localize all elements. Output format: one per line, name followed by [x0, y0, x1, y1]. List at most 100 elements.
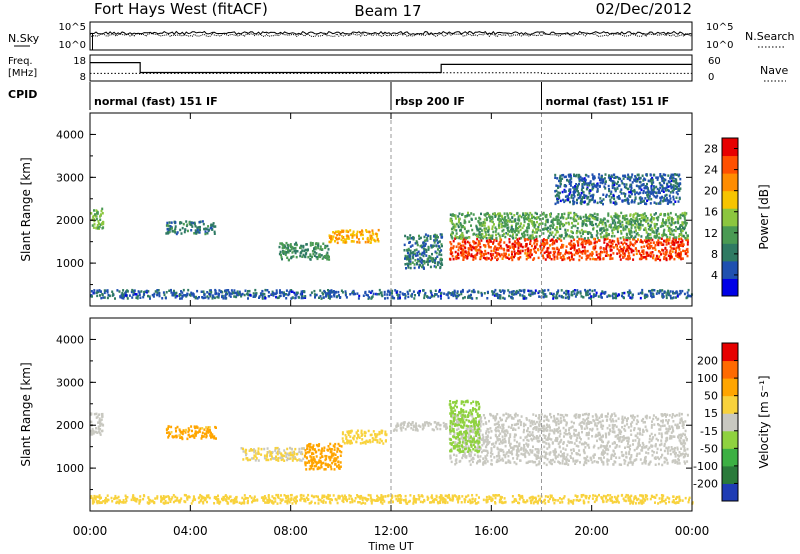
echo-cell	[647, 223, 650, 227]
echo-cell	[629, 243, 632, 247]
echo-cell	[669, 256, 672, 260]
echo-cell	[560, 222, 563, 226]
echo-cell	[515, 242, 518, 245]
echo-cell	[245, 453, 247, 457]
echo-cell	[261, 293, 264, 296]
echo-cell	[640, 188, 643, 191]
echo-cell	[344, 290, 347, 293]
echo-cell	[528, 431, 531, 434]
echo-cell	[463, 296, 466, 299]
echo-cell	[328, 236, 331, 239]
echo-cell	[406, 425, 409, 428]
echo-cell	[374, 239, 377, 243]
echo-cell	[527, 289, 530, 292]
echo-cell	[199, 225, 201, 229]
echo-cell	[404, 234, 407, 238]
echo-cell	[378, 292, 380, 296]
echo-cell	[370, 234, 373, 238]
echo-cell	[338, 466, 341, 470]
echo-cell	[650, 185, 653, 188]
echo-cell	[549, 228, 552, 231]
echo-cell	[552, 297, 555, 300]
echo-cell	[304, 462, 307, 466]
echo-cell	[664, 178, 667, 182]
echo-cell	[660, 196, 663, 199]
echo-cell	[672, 233, 675, 236]
echo-cell	[519, 228, 522, 232]
echo-cell	[196, 297, 199, 300]
echo-cell	[559, 236, 562, 239]
echo-cell	[439, 427, 442, 431]
echo-cell	[603, 234, 606, 238]
echo-cell	[572, 258, 575, 261]
echo-cell	[664, 173, 667, 177]
echo-cell	[570, 426, 573, 429]
echo-cell	[209, 434, 212, 437]
echo-cell	[573, 253, 576, 257]
echo-cell	[595, 217, 598, 220]
echo-cell	[254, 459, 257, 462]
echo-cell	[275, 455, 277, 458]
echo-cell	[147, 290, 150, 293]
echo-cell	[278, 451, 281, 454]
echo-cell	[589, 189, 592, 192]
echo-cell	[207, 430, 210, 433]
echo-cell	[616, 196, 619, 199]
echo-cell	[541, 289, 544, 292]
echo-cell	[436, 234, 438, 237]
echo-region	[90, 288, 693, 300]
echo-cell	[341, 235, 343, 238]
echo-cell	[386, 290, 389, 293]
echo-cell	[507, 249, 510, 252]
echo-cell	[559, 174, 562, 178]
echo-cell	[503, 232, 505, 236]
echo-cell	[597, 176, 600, 179]
echo-cell	[498, 253, 501, 256]
echo-cell	[474, 254, 477, 257]
echo-cell	[320, 297, 323, 300]
echo-cell	[499, 212, 501, 215]
echo-cell	[564, 175, 567, 178]
echo-cell	[619, 236, 622, 240]
echo-cell	[409, 240, 411, 244]
echo-cell	[679, 187, 682, 190]
echo-cell	[338, 294, 340, 297]
echo-cell	[622, 251, 625, 254]
echo-cell	[484, 231, 487, 234]
noise-sky-label: N.Sky	[8, 32, 40, 45]
date-title: 02/Dec/2012	[596, 0, 692, 18]
echo-cell	[556, 221, 559, 224]
echo-cell	[647, 452, 650, 455]
echo-cell	[175, 294, 178, 298]
echo-cell	[233, 291, 236, 295]
echo-cell	[525, 217, 527, 220]
echo-cell	[482, 436, 485, 439]
echo-cell	[536, 231, 538, 234]
echo-region	[165, 220, 217, 236]
echo-cell	[609, 257, 612, 260]
echo-cell	[600, 175, 603, 179]
echo-cell	[629, 241, 632, 244]
echo-cell	[684, 221, 687, 225]
echo-cell	[304, 296, 307, 299]
echo-cell	[665, 427, 668, 430]
echo-cell	[395, 425, 398, 429]
echo-cell	[438, 423, 441, 427]
echo-cell	[312, 452, 315, 455]
echo-cell	[676, 185, 679, 189]
echo-cell	[208, 426, 211, 429]
echo-cell	[100, 429, 103, 433]
echo-cell	[188, 429, 191, 432]
echo-cell	[482, 235, 485, 239]
echo-cell	[133, 289, 136, 292]
echo-cell	[308, 467, 311, 471]
echo-cell	[544, 239, 547, 242]
echo-cell	[283, 250, 286, 253]
echo-cell	[421, 264, 424, 267]
echo-cell	[576, 289, 579, 292]
echo-cell	[647, 197, 650, 200]
echo-cell	[600, 201, 603, 204]
echo-cell	[504, 256, 507, 259]
echo-cell	[498, 289, 501, 292]
